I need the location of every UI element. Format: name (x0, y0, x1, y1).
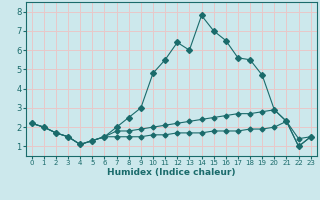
X-axis label: Humidex (Indice chaleur): Humidex (Indice chaleur) (107, 168, 236, 177)
